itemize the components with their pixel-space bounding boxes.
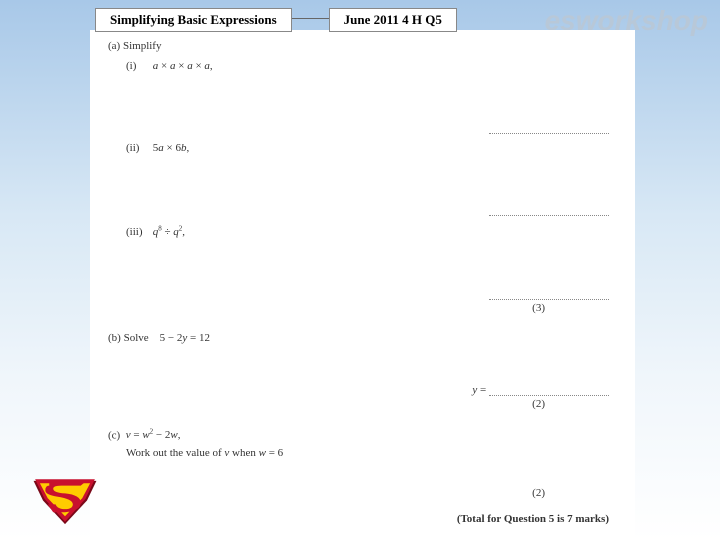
sub-i-num: (i) xyxy=(126,60,150,72)
dotted-line xyxy=(489,208,609,216)
part-b-label: (b) Solve xyxy=(108,332,149,344)
worksheet-page: (a) Simplify (i) a × a × a × a, (ii) 5a … xyxy=(90,30,635,540)
answer-line-iii xyxy=(108,288,609,300)
answer-line-ii xyxy=(108,204,609,216)
answer-line-b: y = xyxy=(108,384,609,396)
part-c-label: (c) xyxy=(108,429,120,441)
sub-ii: (ii) 5a × 6b, xyxy=(126,142,617,154)
superman-logo-icon xyxy=(25,473,105,528)
sub-iii-num: (iii) xyxy=(126,226,150,238)
sub-i: (i) a × a × a × a, xyxy=(126,60,617,72)
dotted-line xyxy=(489,388,609,396)
header-tabs: Simplifying Basic Expressions June 2011 … xyxy=(0,8,720,32)
part-c: (c) v = w2 − 2w, Work out the value of v… xyxy=(108,428,617,500)
part-c-expr: v = w2 − 2w, xyxy=(126,429,181,441)
topic-tab: Simplifying Basic Expressions xyxy=(95,8,292,32)
answer-line-i xyxy=(108,122,609,134)
sub-iii: (iii) q8 ÷ q2, xyxy=(126,224,617,238)
dotted-line xyxy=(489,126,609,134)
part-b-marks: (2) xyxy=(108,398,545,410)
dotted-line xyxy=(489,292,609,300)
total-marks: (Total for Question 5 is 7 marks) xyxy=(108,513,609,525)
part-b-expr: 5 − 2y = 12 xyxy=(160,332,210,344)
part-a: (a) Simplify (i) a × a × a × a, (ii) 5a … xyxy=(108,40,617,314)
sub-i-expr: a × a × a × a, xyxy=(153,60,213,72)
sub-iii-expr: q8 ÷ q2, xyxy=(153,226,185,238)
part-a-marks: (3) xyxy=(108,302,545,314)
part-a-label: (a) Simplify xyxy=(108,40,161,52)
part-c-instruction: Work out the value of v when w = 6 xyxy=(126,447,617,459)
sub-ii-expr: 5a × 6b, xyxy=(153,142,189,154)
part-c-marks: (2) xyxy=(108,487,545,499)
sub-ii-num: (ii) xyxy=(126,142,150,154)
part-b: (b) Solve 5 − 2y = 12 y = (2) xyxy=(108,332,617,410)
reference-tab: June 2011 4 H Q5 xyxy=(329,8,457,32)
